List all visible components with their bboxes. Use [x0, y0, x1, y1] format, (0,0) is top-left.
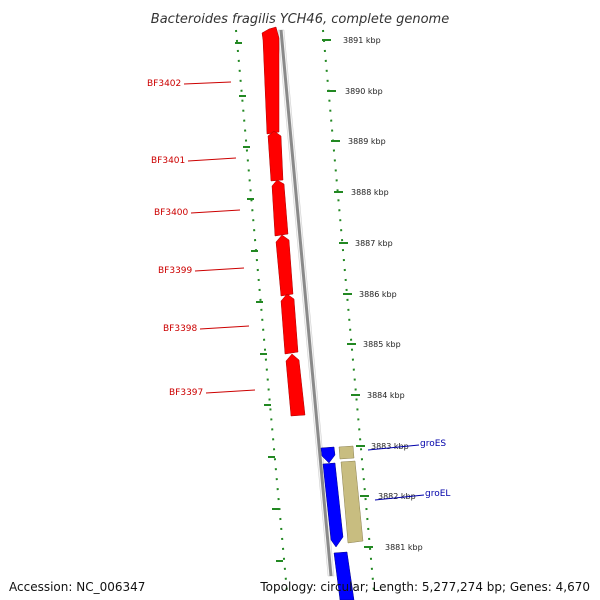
gene-label-BF3397[interactable]: BF3397	[169, 388, 203, 398]
kbp-label: 3891 kbp	[343, 36, 381, 45]
kbp-label: 3882 kbp	[378, 492, 416, 501]
kbp-label: 3889 kbp	[348, 137, 386, 146]
feature-groES-khaki[interactable]	[338, 445, 355, 460]
gene-leader-line	[183, 81, 232, 85]
gene-groES[interactable]	[320, 446, 336, 464]
forward-strand-genes	[320, 446, 355, 600]
gene-leader-line	[190, 209, 241, 214]
gene-BF3401[interactable]	[267, 130, 284, 182]
gene-BF3399[interactable]	[275, 234, 294, 297]
gene-label-BF3398[interactable]: BF3398	[163, 324, 198, 334]
gene-label-BF3400[interactable]: BF3400	[154, 208, 189, 218]
gene-label-groEL[interactable]: groEL	[425, 489, 450, 499]
kbp-label: 3885 kbp	[363, 340, 401, 349]
gene-label-BF3399[interactable]: BF3399	[158, 266, 193, 276]
gene-BF3400[interactable]	[271, 179, 289, 237]
feature-groEL-khaki[interactable]	[340, 460, 364, 544]
gene-label-groES[interactable]: groES	[420, 439, 446, 449]
kbp-label: 3888 kbp	[351, 188, 389, 197]
gene-leader-line	[374, 494, 425, 501]
ruler-right-track	[322, 29, 375, 593]
gene-leader-line	[199, 325, 250, 330]
kbp-label: 3884 kbp	[367, 391, 405, 400]
other-features	[338, 445, 364, 544]
gene-leader-line	[367, 444, 420, 451]
gene-BF3398[interactable]	[280, 293, 299, 355]
kbp-label: 3887 kbp	[355, 239, 393, 248]
ruler-left-ticks	[235, 42, 283, 562]
genome-backbone	[277, 29, 335, 577]
kbp-label: 3881 kbp	[385, 543, 423, 552]
ruler-left-track	[235, 29, 288, 593]
gene-next-forward[interactable]	[333, 551, 355, 600]
map-title: Bacteroides fragilis YCH46, complete gen…	[151, 12, 449, 27]
kbp-label: 3890 kbp	[345, 87, 383, 96]
reverse-strand-genes	[261, 26, 306, 417]
reverse-gene-labels: BF3402 BF3401 BF3400 BF3399 BF3398 BF339…	[147, 79, 256, 398]
kbp-label: 3886 kbp	[359, 290, 397, 299]
genome-summary: Topology: circular; Length: 5,277,274 bp…	[260, 580, 590, 594]
gene-leader-line	[187, 157, 237, 162]
gene-BF3397[interactable]	[285, 353, 306, 417]
kbp-label: 3883 kbp	[371, 442, 409, 451]
ruler-right-ticks	[322, 39, 373, 548]
gene-BF3402[interactable]	[261, 26, 280, 135]
gene-leader-line	[205, 389, 256, 394]
ruler-track	[235, 29, 375, 593]
accession-label: Accession: NC_006347	[9, 580, 146, 594]
ruler-kbp-labels: 3891 kbp 3890 kbp 3889 kbp 3888 kbp 3887…	[343, 36, 423, 552]
gene-label-BF3402[interactable]: BF3402	[147, 79, 181, 89]
gene-groEL[interactable]	[322, 462, 344, 548]
forward-gene-labels: groES groEL	[367, 439, 450, 501]
gene-leader-line	[194, 267, 245, 272]
gene-label-BF3401[interactable]: BF3401	[151, 156, 185, 166]
